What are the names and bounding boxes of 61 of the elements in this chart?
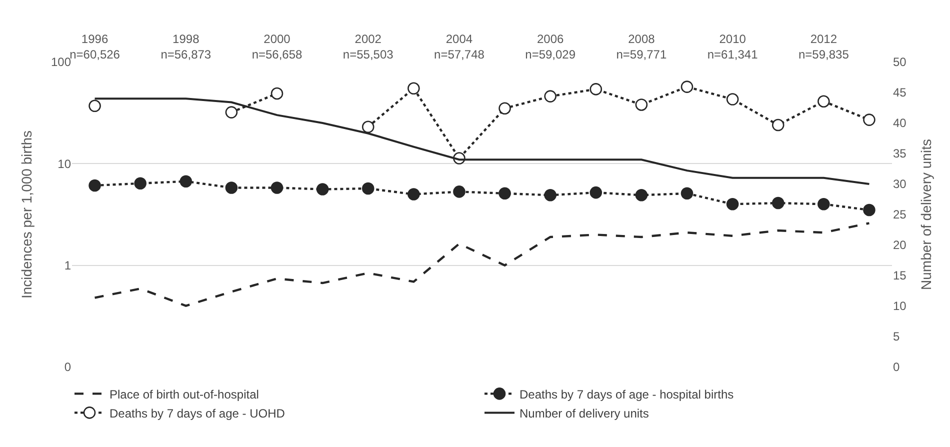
y-tick-label: 100 bbox=[50, 55, 72, 70]
y-tick-label: 1 bbox=[64, 258, 72, 273]
point bbox=[818, 95, 830, 108]
x-tick-label: 2010 n=61,341 bbox=[707, 32, 758, 62]
y2-tick-label: 25 bbox=[893, 208, 907, 222]
legend-label: Deaths by 7 days of age - hospital births bbox=[520, 387, 734, 402]
y2-tick-label: 5 bbox=[893, 330, 900, 344]
y2-tick-label: 20 bbox=[893, 238, 907, 252]
y-tick-label: 10 bbox=[58, 156, 72, 171]
legend-label: Place of birth out-of-hospital bbox=[110, 387, 259, 402]
y2-tick-label: 30 bbox=[893, 177, 907, 192]
x-tick-label: 2008 n=59,771 bbox=[616, 32, 667, 62]
y2-tick-label: 15 bbox=[893, 268, 907, 283]
point bbox=[180, 175, 192, 188]
point bbox=[635, 189, 648, 202]
point bbox=[772, 118, 784, 132]
x-tick-label: 2012 n=59,835 bbox=[798, 32, 850, 62]
x-tick-label: 1998 n=56,873 bbox=[160, 32, 212, 62]
y2-tick-label: 50 bbox=[893, 55, 907, 70]
point bbox=[453, 186, 466, 198]
y2-tick-label: 10 bbox=[893, 299, 907, 314]
point bbox=[544, 189, 556, 202]
x-tick-label: 2002 n=55,503 bbox=[342, 32, 394, 62]
point bbox=[498, 102, 511, 114]
line-series bbox=[94, 222, 870, 307]
point bbox=[408, 82, 420, 95]
point bbox=[225, 182, 238, 194]
point bbox=[134, 177, 146, 190]
y2-tick-label: 40 bbox=[893, 116, 907, 130]
point bbox=[772, 196, 784, 210]
point bbox=[270, 182, 284, 194]
y2-tick-label: 35 bbox=[893, 146, 907, 161]
point bbox=[408, 188, 420, 200]
point bbox=[863, 114, 876, 126]
point bbox=[590, 186, 602, 199]
y-axis-title: Incidences per 1,000 births bbox=[18, 130, 35, 299]
y-tick-label: 0 bbox=[64, 360, 72, 374]
y2-tick-label: 0 bbox=[893, 360, 900, 374]
point bbox=[726, 93, 739, 106]
legend-label: Deaths by 7 days of age - UOHD bbox=[110, 406, 286, 420]
x-tick-label: 2006 n=59,029 bbox=[525, 32, 576, 62]
point bbox=[498, 187, 511, 200]
point bbox=[818, 198, 830, 210]
y2-tick-label: 45 bbox=[893, 86, 907, 100]
x-tick-label: 1996 n=60,526 bbox=[70, 32, 120, 62]
point bbox=[88, 100, 101, 112]
point bbox=[680, 80, 694, 93]
y2-axis-title: Number of delivery units bbox=[918, 139, 934, 290]
point bbox=[362, 182, 374, 195]
x-tick-label: 2004 n=57,748 bbox=[434, 32, 485, 62]
point bbox=[362, 120, 374, 134]
point bbox=[863, 204, 876, 216]
x-tick-label: 2000 n=56,658 bbox=[252, 32, 303, 62]
point bbox=[635, 98, 648, 111]
point bbox=[316, 183, 329, 196]
point bbox=[726, 198, 739, 210]
point bbox=[544, 90, 556, 102]
legend-label: Number of delivery units bbox=[520, 406, 649, 420]
point bbox=[590, 83, 602, 96]
point bbox=[88, 179, 101, 192]
point bbox=[680, 187, 694, 200]
